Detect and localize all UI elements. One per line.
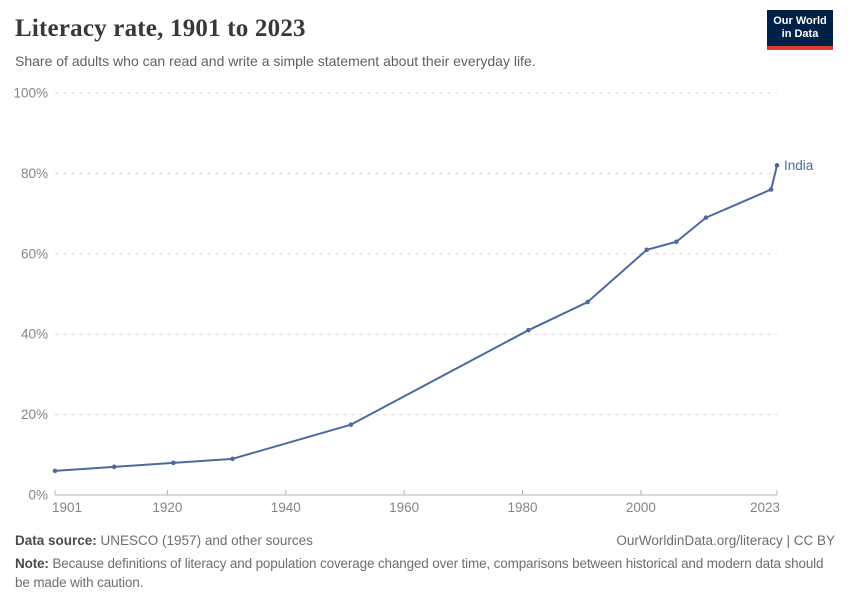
- data-point[interactable]: [644, 247, 650, 253]
- y-axis-tick-label: 40%: [21, 327, 48, 342]
- data-point[interactable]: [703, 215, 709, 220]
- data-point[interactable]: [111, 464, 117, 470]
- x-axis-tick-label: 1901: [52, 500, 82, 515]
- data-source: Data source: UNESCO (1957) and other sou…: [15, 533, 313, 548]
- data-point[interactable]: [52, 468, 58, 474]
- y-axis-tick-label: 100%: [13, 86, 48, 101]
- owid-logo[interactable]: Our World in Data: [767, 10, 833, 50]
- y-axis-tick-label: 80%: [21, 166, 48, 181]
- data-point[interactable]: [171, 460, 176, 466]
- series-label-india[interactable]: India: [784, 158, 814, 173]
- data-source-label: Data source:: [15, 533, 97, 548]
- data-point[interactable]: [768, 187, 774, 192]
- data-point[interactable]: [348, 422, 354, 427]
- y-axis-tick-label: 20%: [21, 407, 48, 422]
- data-source-text: UNESCO (1957) and other sources: [96, 533, 313, 548]
- x-axis-tick-label: 2000: [626, 500, 656, 515]
- note-text: Because definitions of literacy and popu…: [15, 556, 824, 590]
- chart-title: Literacy rate, 1901 to 2023: [15, 15, 306, 42]
- y-axis-tick-label: 0%: [28, 488, 48, 503]
- series-line-india[interactable]: [54, 164, 778, 472]
- footer-source-row: Data source: UNESCO (1957) and other sou…: [15, 533, 835, 548]
- note-label: Note:: [15, 556, 49, 571]
- x-axis-tick-label: 1940: [271, 500, 301, 515]
- x-axis-tick-label: 2023: [750, 500, 780, 515]
- footer-note: Note: Because definitions of literacy an…: [15, 555, 825, 592]
- chart-subtitle: Share of adults who can read and write a…: [15, 53, 536, 69]
- owid-logo-line2: in Data: [781, 28, 819, 40]
- line-chart[interactable]: 0% 20% 40% 60% 80% 100% 1901 1920 1940 1960 1980 20…: [0, 0, 850, 530]
- x-axis-tick-label: 1920: [152, 500, 182, 515]
- y-axis-tick-label: 60%: [21, 246, 48, 261]
- data-point[interactable]: [674, 239, 679, 245]
- x-axis-tick-label: 1980: [508, 500, 538, 515]
- data-point[interactable]: [585, 299, 590, 305]
- attribution-link[interactable]: OurWorldinData.org/literacy | CC BY: [616, 533, 835, 548]
- data-point[interactable]: [774, 163, 780, 168]
- data-point[interactable]: [526, 327, 531, 333]
- data-point[interactable]: [230, 456, 235, 462]
- owid-logo-line1: Our World: [773, 15, 827, 27]
- x-axis-tick-label: 1960: [389, 500, 419, 515]
